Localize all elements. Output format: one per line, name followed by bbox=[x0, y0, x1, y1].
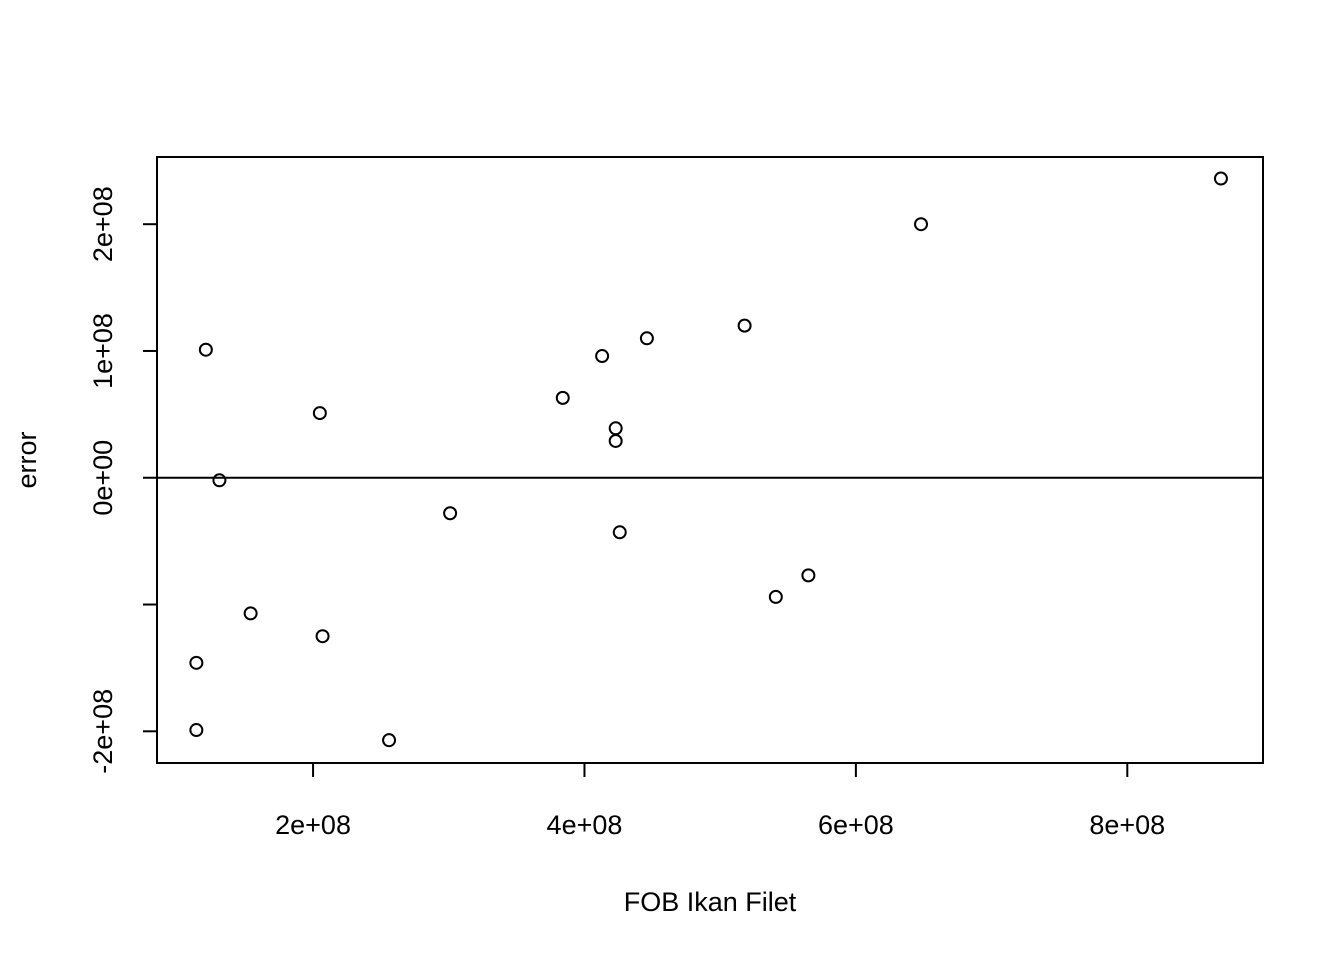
x-tick-label: 4e+08 bbox=[547, 810, 623, 840]
x-tick-label: 8e+08 bbox=[1089, 810, 1165, 840]
data-point-13 bbox=[608, 433, 623, 448]
data-point-7 bbox=[315, 629, 330, 644]
data-point-14 bbox=[612, 525, 627, 540]
data-point-10 bbox=[555, 390, 570, 405]
data-point-5 bbox=[243, 606, 258, 621]
data-point-12 bbox=[608, 421, 623, 436]
data-point-2 bbox=[212, 473, 227, 488]
data-point-16 bbox=[737, 318, 752, 333]
data-point-3 bbox=[189, 655, 204, 670]
x-tick-label: 2e+08 bbox=[275, 810, 351, 840]
x-axis-label: FOB Ikan Filet bbox=[624, 887, 797, 917]
data-point-19 bbox=[914, 217, 929, 232]
x-tick-label: 6e+08 bbox=[818, 810, 894, 840]
y-tick-label: 2e+08 bbox=[88, 186, 118, 262]
data-point-8 bbox=[382, 733, 397, 748]
y-tick-label: 1e+08 bbox=[88, 313, 118, 389]
data-point-20 bbox=[1213, 171, 1228, 186]
data-point-6 bbox=[312, 406, 327, 421]
y-tick-label: 0e+00 bbox=[88, 440, 118, 516]
data-point-11 bbox=[595, 349, 610, 364]
y-tick-label: -2e+08 bbox=[88, 689, 118, 774]
data-point-18 bbox=[801, 568, 816, 583]
plot-frame bbox=[156, 156, 1264, 764]
data-point-15 bbox=[639, 331, 654, 346]
data-point-4 bbox=[189, 723, 204, 738]
data-point-9 bbox=[443, 506, 458, 521]
y-axis-label: error bbox=[12, 431, 42, 488]
data-point-1 bbox=[198, 342, 213, 357]
data-point-17 bbox=[768, 589, 783, 604]
